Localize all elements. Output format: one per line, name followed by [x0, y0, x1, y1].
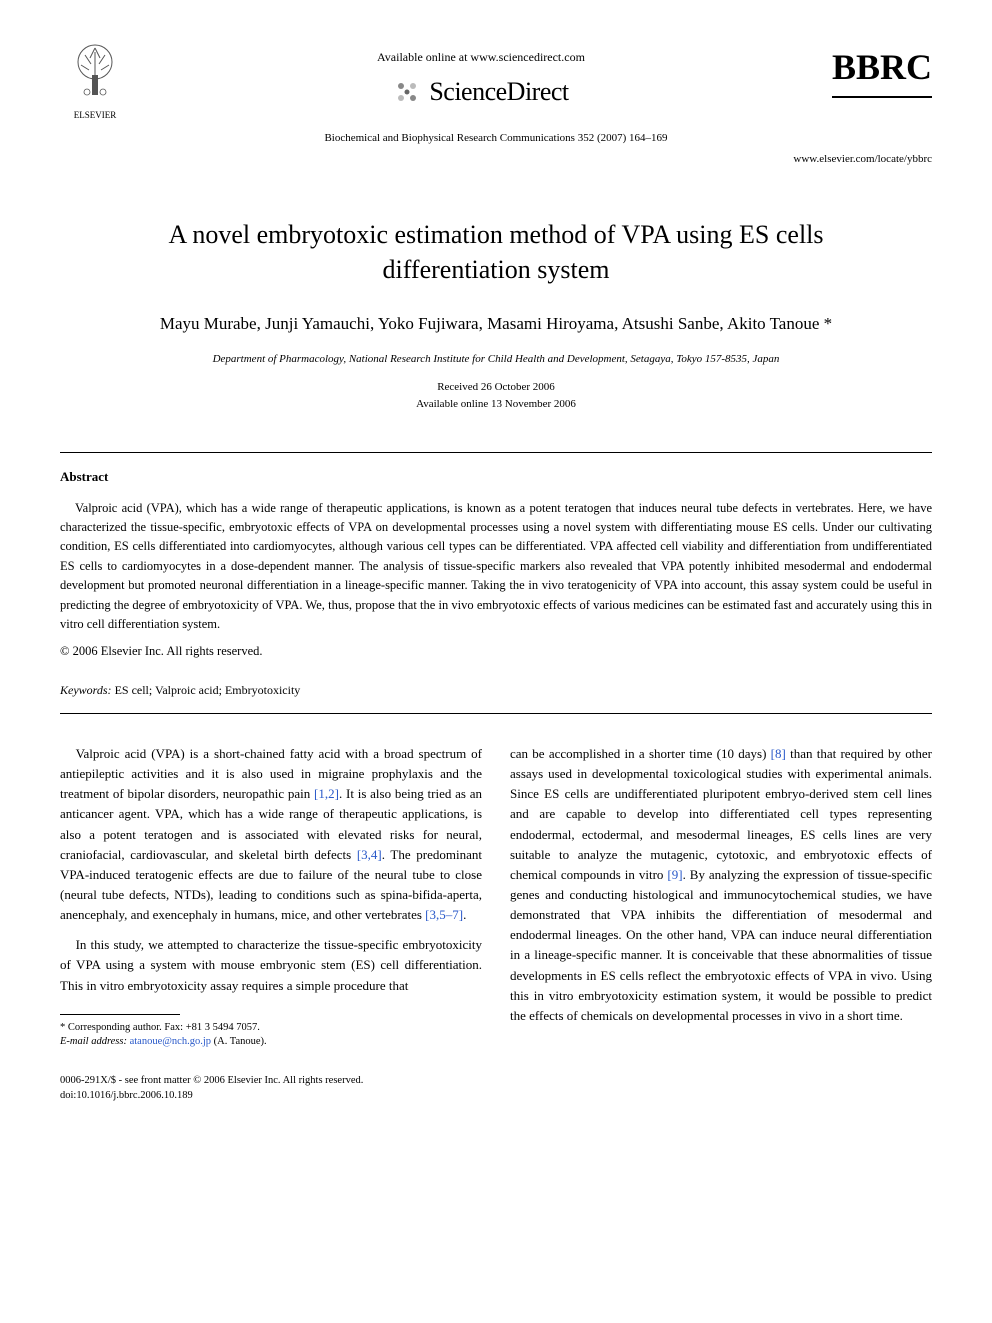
- keywords-text: ES cell; Valproic acid; Embryotoxicity: [115, 683, 301, 697]
- journal-citation: Biochemical and Biophysical Research Com…: [60, 130, 932, 147]
- corresponding-author-footnote: * Corresponding author. Fax: +81 3 5494 …: [60, 1021, 482, 1036]
- affiliation: Department of Pharmacology, National Res…: [60, 351, 932, 368]
- received-date: Received 26 October 2006: [60, 379, 932, 396]
- abstract-heading: Abstract: [60, 467, 932, 487]
- sciencedirect-label: ScienceDirect: [429, 72, 568, 111]
- journal-locate-url: www.elsevier.com/locate/ybbrc: [60, 151, 932, 168]
- center-header: Available online at www.sciencedirect.co…: [130, 40, 832, 111]
- article-dates: Received 26 October 2006 Available onlin…: [60, 379, 932, 412]
- ref-link[interactable]: [3,5–7]: [425, 907, 463, 922]
- elsevier-logo: ELSEVIER: [60, 40, 130, 122]
- authors-list: Mayu Murabe, Junji Yamauchi, Yoko Fujiwa…: [60, 311, 932, 337]
- ref-link[interactable]: [9]: [667, 867, 682, 882]
- available-online-date: Available online 13 November 2006: [60, 396, 932, 413]
- elsevier-tree-icon: [65, 40, 125, 100]
- keywords-line: Keywords: ES cell; Valproic acid; Embryo…: [60, 681, 932, 699]
- footnote-separator: [60, 1014, 180, 1015]
- article-title: A novel embryotoxic estimation method of…: [120, 217, 872, 287]
- ref-link[interactable]: [3,4]: [357, 847, 382, 862]
- email-suffix: (A. Tanoue).: [214, 1036, 267, 1047]
- body-paragraph-1: Valproic acid (VPA) is a short-chained f…: [60, 744, 482, 925]
- page-footer: 0006-291X/$ - see front matter © 2006 El…: [60, 1074, 932, 1103]
- keywords-label: Keywords:: [60, 683, 112, 697]
- email-footnote: E-mail address: atanoue@nch.go.jp (A. Ta…: [60, 1035, 482, 1050]
- email-link[interactable]: atanoue@nch.go.jp: [130, 1036, 211, 1047]
- abstract-bottom-rule: [60, 713, 932, 714]
- issn-line: 0006-291X/$ - see front matter © 2006 El…: [60, 1074, 932, 1089]
- elsevier-label: ELSEVIER: [60, 109, 130, 123]
- available-online-text: Available online at www.sciencedirect.co…: [130, 48, 832, 66]
- email-label: E-mail address:: [60, 1036, 127, 1047]
- abstract-text: Valproic acid (VPA), which has a wide ra…: [60, 499, 932, 635]
- bbrc-logo: BBRC: [832, 40, 932, 98]
- abstract-top-rule: [60, 452, 932, 453]
- ref-link[interactable]: [8]: [771, 746, 786, 761]
- page-header: ELSEVIER Available online at www.science…: [60, 40, 932, 122]
- body-paragraph-2: In this study, we attempted to character…: [60, 935, 482, 995]
- doi-line: doi:10.1016/j.bbrc.2006.10.189: [60, 1089, 932, 1104]
- abstract-copyright: © 2006 Elsevier Inc. All rights reserved…: [60, 642, 932, 661]
- ref-link[interactable]: [1,2]: [314, 786, 339, 801]
- sciencedirect-icon: [393, 78, 421, 106]
- body-text: Valproic acid (VPA) is a short-chained f…: [60, 744, 932, 1050]
- sciencedirect-logo: ScienceDirect: [393, 72, 568, 111]
- bbrc-block: BBRC: [832, 40, 932, 98]
- body-paragraph-3: can be accomplished in a shorter time (1…: [510, 744, 932, 1026]
